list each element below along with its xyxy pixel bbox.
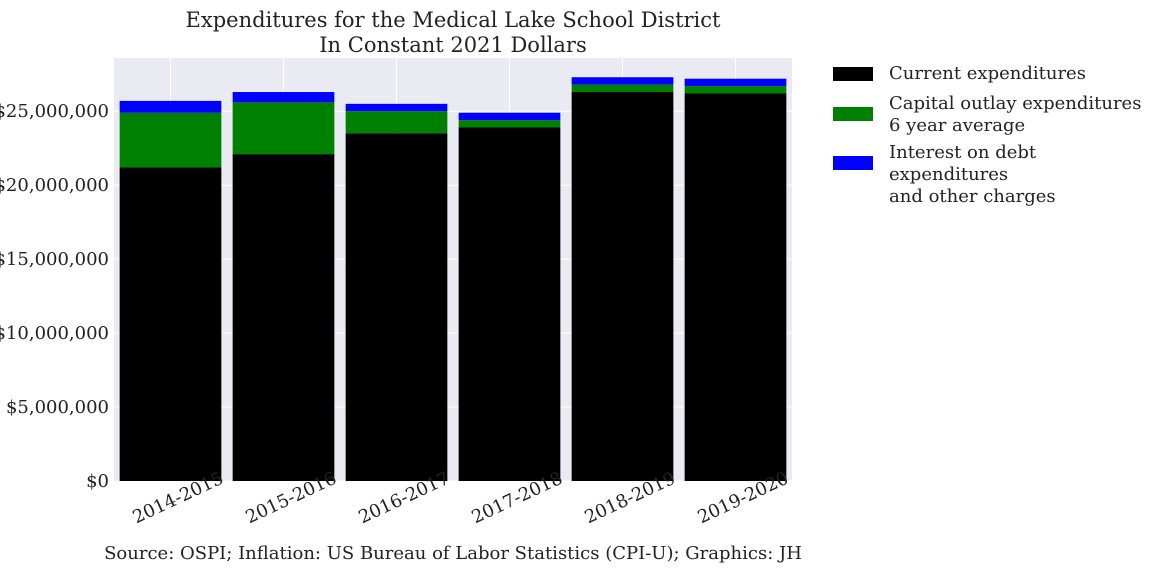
bar-capital-2016-2017 [345, 111, 448, 134]
bar-current-2015-2016 [232, 154, 335, 482]
legend-label-current: Current expenditures [889, 63, 1086, 84]
y-tick-label: $0 [86, 471, 109, 492]
bar-current-2018-2019 [571, 92, 674, 481]
bar-interest-2016-2017 [345, 103, 448, 112]
bar-current-2014-2015 [119, 167, 222, 481]
bar-capital-2015-2016 [232, 102, 335, 155]
chart-subtitle: In Constant 2021 Dollars [319, 33, 587, 57]
y-tick-label: $25,000,000 [0, 101, 109, 122]
legend-swatch-capital [833, 107, 873, 121]
bar-current-2016-2017 [345, 133, 448, 482]
bar-interest-2014-2015 [119, 100, 222, 113]
y-tick-label: $10,000,000 [0, 323, 109, 344]
bar-current-2017-2018 [458, 127, 561, 482]
plot-area [114, 58, 792, 481]
y-tick-label: $5,000,000 [6, 397, 109, 418]
legend-swatch-current [833, 67, 873, 81]
legend-swatch-interest [833, 156, 873, 170]
bar-capital-2017-2018 [458, 120, 561, 128]
bar-capital-2018-2019 [571, 84, 674, 93]
chart-title: Expenditures for the Medical Lake School… [185, 8, 721, 32]
y-tick-label: $20,000,000 [0, 175, 109, 196]
bar-interest-2015-2016 [232, 92, 335, 103]
source-caption: Source: OSPI; Inflation: US Bureau of La… [104, 543, 802, 564]
bar-capital-2019-2020 [684, 86, 787, 94]
legend-label-interest: Interest on debt expenditures and other … [889, 142, 1056, 207]
legend-label-capital: Capital outlay expenditures 6 year avera… [889, 93, 1142, 136]
y-tick-label: $15,000,000 [0, 249, 109, 270]
bar-capital-2014-2015 [119, 112, 222, 168]
bar-interest-2018-2019 [571, 77, 674, 85]
bar-current-2019-2020 [684, 93, 787, 481]
bar-interest-2019-2020 [684, 78, 787, 87]
bar-interest-2017-2018 [458, 112, 561, 121]
